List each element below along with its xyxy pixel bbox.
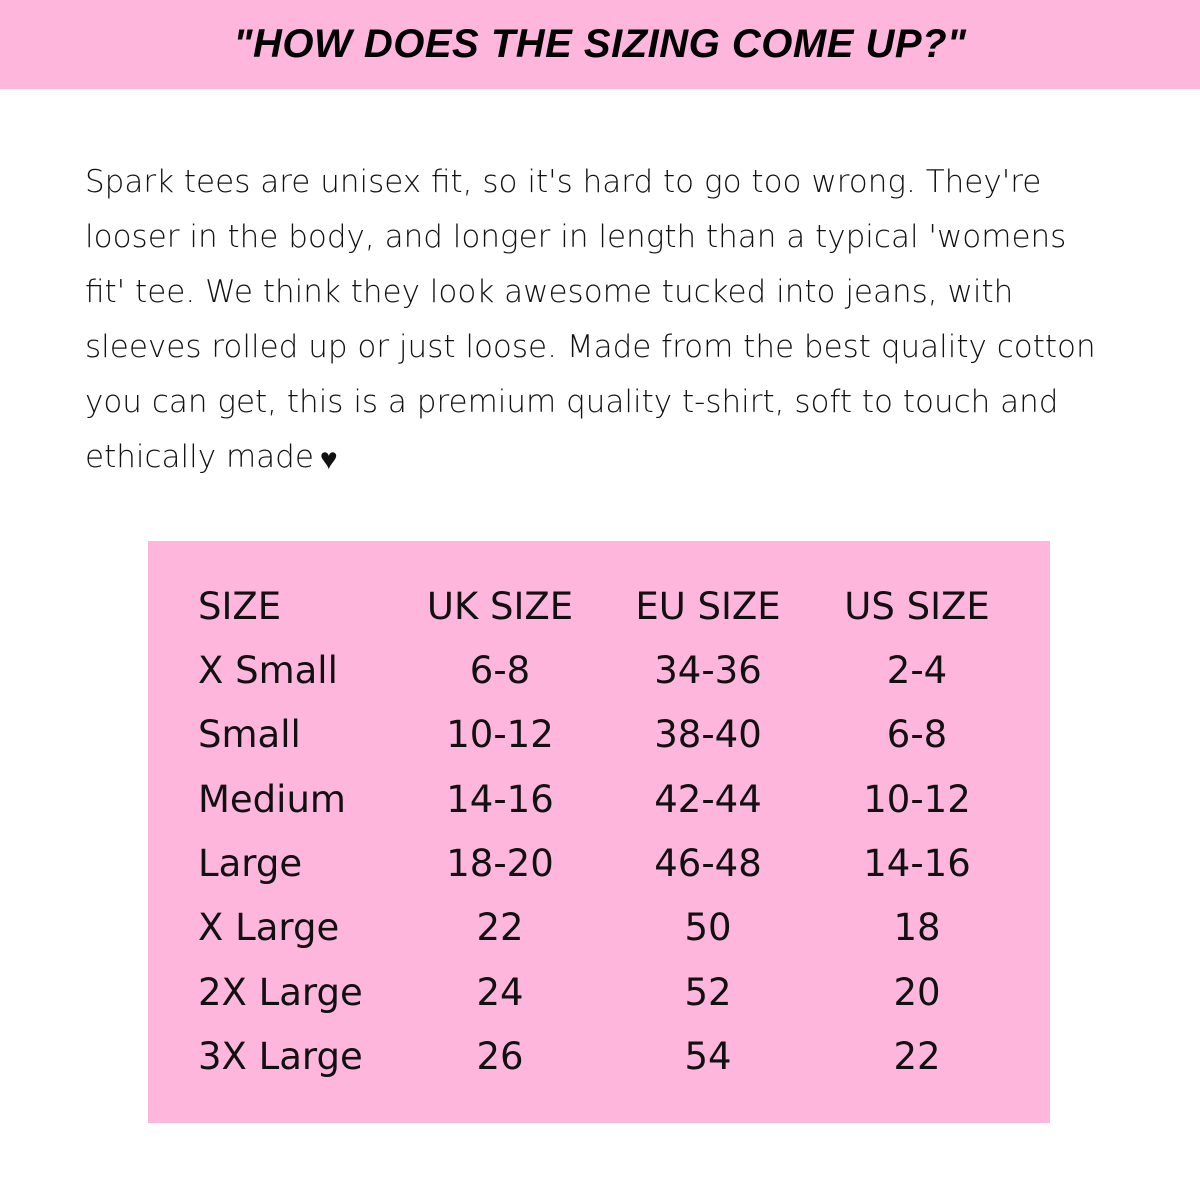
- table-cell: 6-8: [886, 713, 948, 757]
- table-cell: 22: [476, 906, 524, 950]
- description-line: ethically made: [85, 439, 314, 475]
- table-cell: 22: [893, 1034, 941, 1078]
- table-cell: 42-44: [654, 777, 762, 821]
- table-cell: 10-12: [863, 777, 971, 821]
- table-cell: 38-40: [654, 713, 762, 757]
- table-cell: 18-20: [446, 841, 554, 885]
- table-cell: Medium: [198, 777, 346, 821]
- table-cell: 2X Large: [198, 970, 363, 1014]
- table-cell: Large: [198, 841, 303, 885]
- description-line-last: ethically made ♥: [85, 430, 1145, 487]
- table-cell: 24: [476, 970, 524, 1014]
- table-row: 3X Large 26 54 22: [148, 1035, 1050, 1099]
- description-line: looser in the body, and longer in length…: [85, 219, 1067, 255]
- header-banner: "HOW DOES THE SIZING COME UP?": [0, 0, 1200, 89]
- description-line: fit' tee. We think they look awesome tuc…: [85, 274, 1014, 310]
- table-cell: 18: [893, 906, 941, 950]
- column-header: SIZE: [198, 585, 282, 628]
- table-row: X Small 6-8 34-36 2-4: [148, 649, 1050, 713]
- table-cell: 6-8: [469, 649, 531, 692]
- description-line: Spark tees are unisex fit, so it's hard …: [85, 164, 1042, 200]
- description: Spark tees are unisex fit, so it's hard …: [85, 155, 1145, 487]
- table-cell: 50: [684, 906, 732, 950]
- table-header-row: SIZE UK SIZE EU SIZE US SIZE: [148, 585, 1050, 649]
- table-cell: 14-16: [446, 777, 554, 821]
- table-cell: 46-48: [654, 841, 762, 885]
- heart-icon: ♥: [319, 442, 338, 477]
- table-cell: 20: [893, 970, 941, 1014]
- page-title: "HOW DOES THE SIZING COME UP?": [233, 22, 967, 66]
- table-cell: 34-36: [654, 649, 762, 692]
- table-cell: 2-4: [886, 649, 948, 692]
- table-cell: 3X Large: [198, 1034, 363, 1078]
- table-cell: 54: [684, 1034, 732, 1078]
- table-cell: 52: [684, 970, 732, 1014]
- size-table: SIZE UK SIZE EU SIZE US SIZE X Small 6-8 34-36…: [148, 541, 1050, 1123]
- table-row: Large 18-20 46-48 14-16: [148, 842, 1050, 906]
- table-row: 2X Large 24 52 20: [148, 971, 1050, 1035]
- table-row: X Large 22 50 18: [148, 906, 1050, 970]
- table-cell: X Large: [198, 906, 340, 950]
- table-cell: X Small: [198, 649, 338, 692]
- table-cell: 26: [476, 1034, 524, 1078]
- description-line: you can get, this is a premium quality t…: [85, 384, 1059, 420]
- description-line: sleeves rolled up or just loose. Made fr…: [85, 329, 1096, 365]
- table-row: Small 10-12 38-40 6-8: [148, 713, 1050, 777]
- table-cell: 10-12: [446, 713, 554, 757]
- table-cell: Small: [198, 713, 301, 757]
- column-header: EU SIZE: [635, 585, 781, 628]
- column-header: UK SIZE: [426, 585, 574, 628]
- table-cell: 14-16: [863, 841, 971, 885]
- table-row: Medium 14-16 42-44 10-12: [148, 778, 1050, 842]
- column-header: US SIZE: [844, 585, 990, 628]
